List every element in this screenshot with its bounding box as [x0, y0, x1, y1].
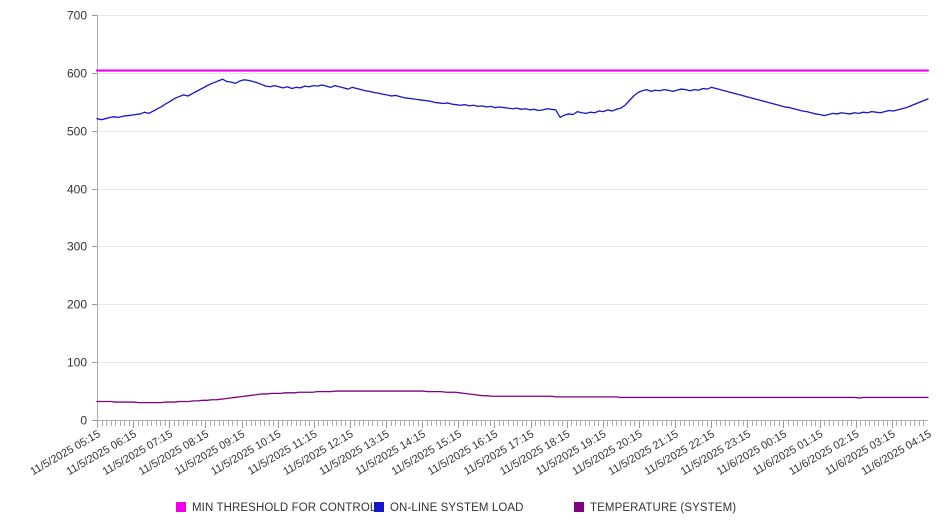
- legend-swatch-magenta[interactable]: [176, 502, 186, 512]
- y-tick-label: 400: [67, 183, 87, 197]
- y-tick-label: 700: [67, 9, 87, 23]
- legend-swatch-purple[interactable]: [574, 502, 584, 512]
- y-axis: 0 100 200 300 400 500 600 700: [67, 9, 98, 428]
- series-line-1: [96, 78, 929, 121]
- legend-label[interactable]: TEMPERATURE (SYSTEM): [590, 502, 736, 514]
- series-group: [95, 69, 930, 404]
- legend-label[interactable]: ON-LINE SYSTEM LOAD: [390, 502, 524, 514]
- y-tick-label: 300: [67, 240, 87, 254]
- y-tick-label: 500: [67, 125, 87, 139]
- chart-legend[interactable]: MIN THRESHOLD FOR CONTROL ON-LINE SYSTEM …: [176, 502, 736, 514]
- legend-swatch-blue[interactable]: [374, 502, 384, 512]
- y-tick-label: 200: [67, 298, 87, 312]
- legend-label[interactable]: MIN THRESHOLD FOR CONTROL: [192, 502, 377, 514]
- y-tick-label: 600: [67, 67, 87, 81]
- x-axis: [97, 420, 928, 428]
- y-tick-label: 100: [67, 356, 87, 370]
- series-line-2: [96, 390, 929, 404]
- gridlines-group: [97, 15, 928, 421]
- y-tick-label: 0: [80, 414, 87, 428]
